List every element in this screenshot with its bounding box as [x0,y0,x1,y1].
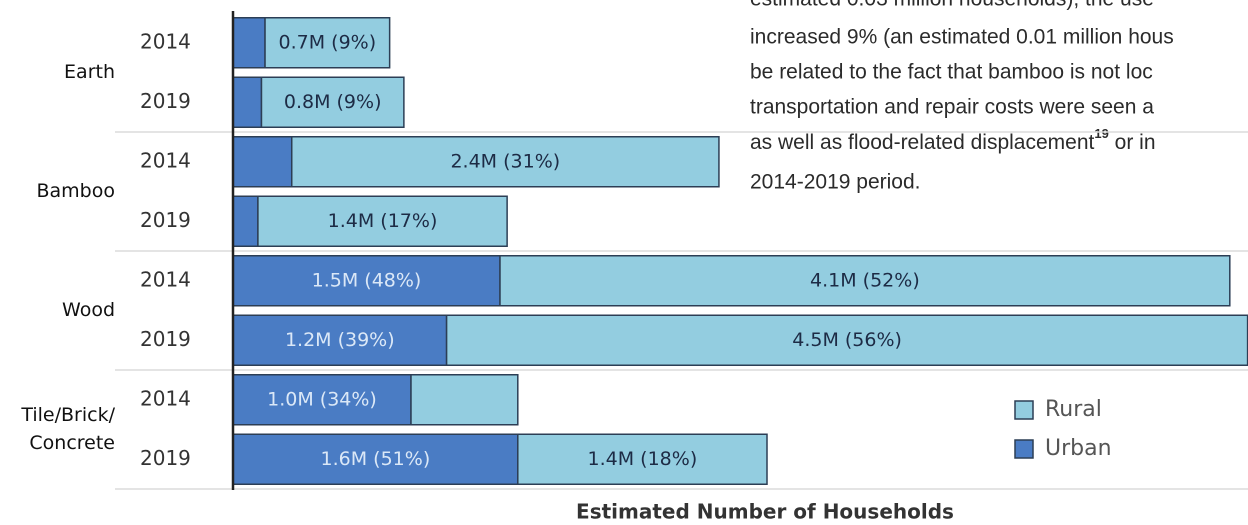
annotation-text: or in [1109,131,1156,154]
superscript: 19 [1094,126,1108,141]
y-tick-label: 2014 [140,29,191,53]
annotation-text: as well as flood-related displacement [750,131,1095,154]
annotation-line: estimated 0.03 million households), the … [750,0,1154,11]
data-label: 4.5M (56%) [792,329,902,351]
data-label: 1.0M (34%) [267,388,377,410]
bar-segment [290,136,720,188]
y-tick-label: 2014 [140,386,191,410]
annotation-line: 2014-2019 period. [750,171,920,194]
data-label: 1.4M (17%) [328,210,438,232]
y-tick-label: 2019 [140,208,191,232]
group-label: Earth [64,61,115,83]
bar-segment [410,374,519,426]
data-label: 1.6M (51%) [321,448,431,470]
bar-segment [232,433,519,485]
legend-label: Rural [1045,397,1102,422]
legend-swatch [1014,439,1034,459]
bar-segment [232,195,259,247]
data-label: 1.4M (18%) [588,448,698,470]
group-label: Concrete [29,432,115,454]
bar-segment [264,17,391,69]
annotation-line: increased 9% (an estimated 0.01 million … [750,26,1174,49]
group-label: Bamboo [37,180,116,202]
annotation-line: be related to the fact that bamboo is no… [750,61,1153,84]
data-label: 0.7M (9%) [279,31,377,53]
y-tick-label: 2019 [140,327,191,351]
data-label: 1.5M (48%) [312,269,422,291]
bar-segment [232,136,293,188]
annotation-line: transportation and repair costs were see… [750,96,1154,119]
data-label: 2.4M (31%) [450,150,560,172]
data-label: 4.1M (52%) [810,269,920,291]
data-label: 1.2M (39%) [285,329,395,351]
x-axis-label: Estimated Number of Households [576,500,954,524]
group-label: Wood [62,299,115,321]
bar-segment [517,433,768,485]
y-tick-label: 2019 [140,89,191,113]
bar-segment [232,374,412,426]
y-tick-label: 2014 [140,148,191,172]
bar-segment [232,76,263,128]
bar-segment [232,17,266,69]
bar-segment [499,255,1231,307]
y-tick-label: 2014 [140,267,191,291]
group-label: Tile/Brick/ [20,404,115,426]
data-label: 0.8M (9%) [284,91,382,113]
bar-segment [260,76,405,128]
annotation-line: as well as flood-related displacement19 … [750,126,1156,153]
bar-segment [257,195,508,247]
legend-label: Urban [1045,436,1112,461]
y-tick-label: 2019 [140,446,191,470]
legend-swatch [1014,400,1034,420]
